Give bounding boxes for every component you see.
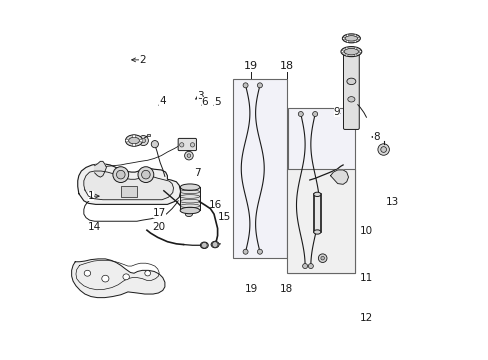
Text: 8: 8 [372, 132, 379, 142]
Text: 9: 9 [333, 107, 340, 117]
Circle shape [302, 264, 307, 269]
Circle shape [377, 144, 388, 155]
Circle shape [179, 143, 183, 147]
Ellipse shape [180, 184, 200, 190]
Circle shape [151, 140, 158, 148]
FancyBboxPatch shape [178, 138, 196, 150]
Circle shape [201, 242, 207, 248]
Polygon shape [72, 259, 164, 298]
Ellipse shape [200, 242, 208, 248]
Circle shape [184, 151, 193, 160]
Text: 18: 18 [280, 284, 293, 294]
Ellipse shape [347, 96, 354, 102]
Ellipse shape [128, 137, 139, 144]
Circle shape [359, 50, 361, 53]
Circle shape [142, 170, 150, 179]
Circle shape [353, 40, 355, 42]
Circle shape [342, 37, 344, 40]
Circle shape [243, 83, 247, 88]
Bar [313, 194, 320, 232]
Ellipse shape [180, 207, 200, 214]
Circle shape [354, 47, 356, 49]
Circle shape [346, 34, 348, 36]
Bar [287, 108, 354, 273]
FancyBboxPatch shape [343, 53, 359, 130]
Circle shape [113, 167, 128, 183]
Text: 3: 3 [197, 91, 203, 101]
Text: 13: 13 [385, 197, 398, 207]
Bar [180, 187, 200, 211]
Ellipse shape [313, 192, 320, 197]
Circle shape [187, 154, 190, 157]
Circle shape [318, 254, 326, 262]
Text: 1: 1 [87, 191, 94, 201]
Circle shape [125, 139, 128, 142]
Ellipse shape [102, 275, 109, 282]
Circle shape [140, 139, 142, 142]
Ellipse shape [144, 271, 150, 276]
Text: 7: 7 [193, 168, 200, 178]
Bar [121, 186, 137, 197]
Polygon shape [83, 171, 173, 200]
Circle shape [212, 242, 218, 247]
Circle shape [357, 37, 359, 40]
Ellipse shape [340, 46, 361, 57]
Ellipse shape [211, 241, 219, 248]
Circle shape [345, 47, 347, 49]
Bar [286, 168, 354, 273]
Circle shape [141, 138, 145, 143]
Circle shape [257, 249, 262, 254]
Text: 19: 19 [244, 60, 258, 71]
Ellipse shape [125, 135, 142, 146]
Ellipse shape [122, 274, 129, 280]
Ellipse shape [344, 48, 358, 55]
Text: 14: 14 [88, 222, 101, 232]
Circle shape [346, 40, 348, 42]
Text: 11: 11 [359, 273, 372, 283]
Ellipse shape [84, 270, 90, 276]
Circle shape [190, 143, 194, 147]
Bar [233, 79, 286, 258]
Text: 16: 16 [208, 200, 221, 210]
Circle shape [345, 54, 347, 56]
Circle shape [132, 143, 135, 146]
Text: 15: 15 [218, 212, 231, 221]
Text: 17: 17 [152, 208, 165, 218]
Text: 10: 10 [359, 226, 372, 236]
Circle shape [354, 54, 356, 56]
Polygon shape [330, 170, 348, 184]
Circle shape [353, 34, 355, 36]
Circle shape [138, 135, 148, 145]
Ellipse shape [342, 34, 360, 43]
Text: 2: 2 [139, 55, 145, 65]
Circle shape [308, 264, 313, 269]
Circle shape [341, 50, 343, 53]
Ellipse shape [346, 78, 355, 85]
Ellipse shape [185, 212, 192, 217]
Bar [147, 134, 149, 135]
Circle shape [138, 167, 153, 183]
Circle shape [380, 147, 386, 152]
Polygon shape [78, 164, 180, 204]
Text: 4: 4 [159, 96, 166, 106]
Text: 19: 19 [244, 284, 257, 294]
Circle shape [132, 135, 135, 138]
Text: 6: 6 [202, 97, 208, 107]
Circle shape [257, 83, 262, 88]
Circle shape [320, 256, 324, 260]
Text: 12: 12 [359, 313, 372, 323]
Circle shape [312, 112, 317, 117]
Circle shape [243, 249, 247, 254]
Ellipse shape [345, 36, 357, 41]
Circle shape [116, 170, 125, 179]
Text: 20: 20 [152, 222, 165, 232]
Circle shape [298, 112, 303, 117]
Ellipse shape [313, 230, 320, 234]
Polygon shape [94, 161, 106, 177]
Text: 5: 5 [214, 97, 221, 107]
Text: 18: 18 [279, 60, 293, 71]
